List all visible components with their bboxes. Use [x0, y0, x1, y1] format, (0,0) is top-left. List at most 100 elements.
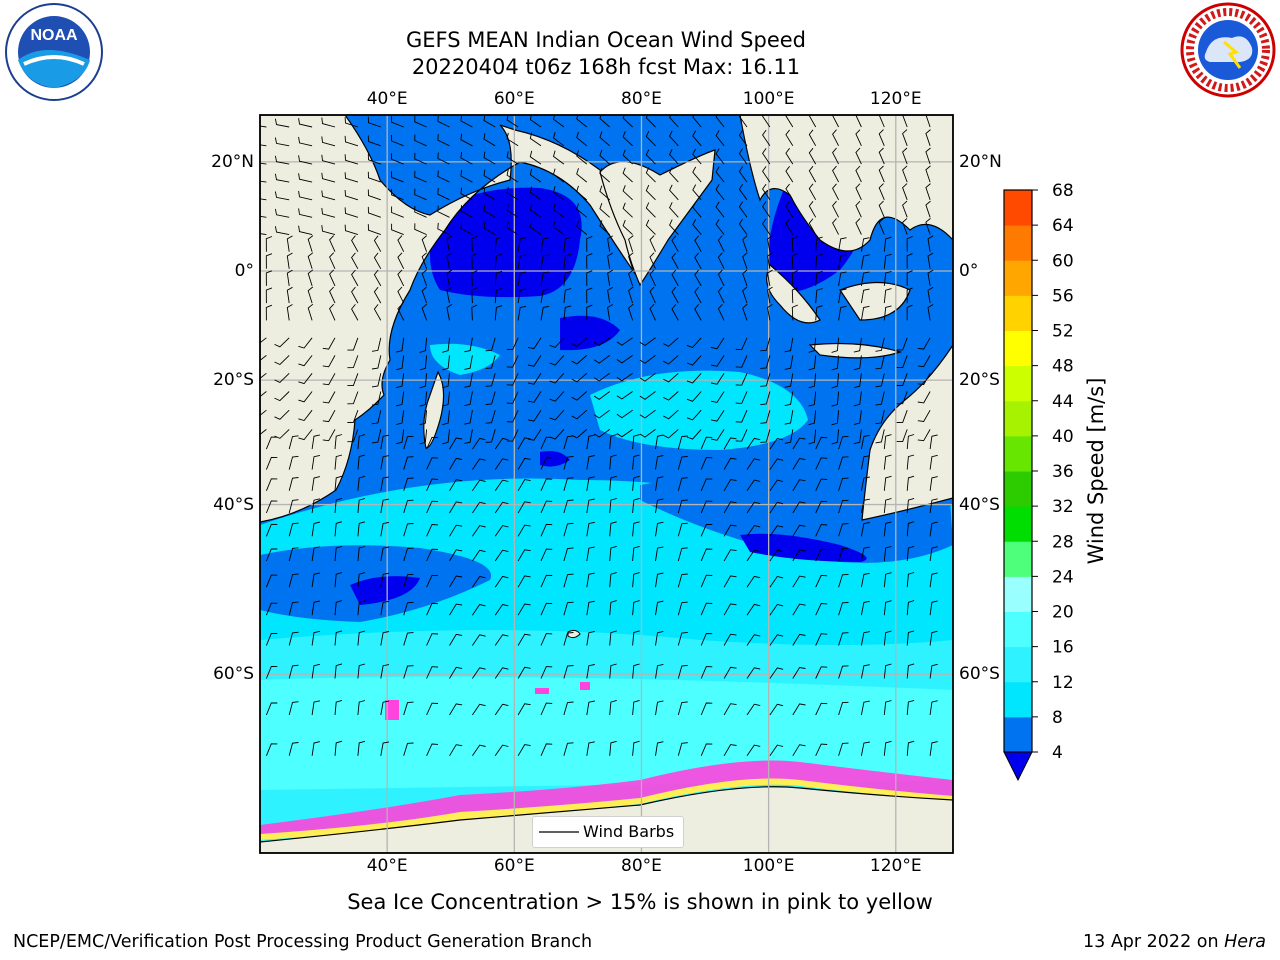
wind-barb [906, 270, 913, 286]
machine-name: Hera [1224, 932, 1266, 952]
wind-barb [329, 252, 336, 269]
wind-barb [808, 165, 817, 183]
wind-barb [260, 180, 267, 183]
wind-barb [483, 151, 496, 165]
wind-barb [808, 201, 817, 218]
wind-barb [746, 501, 761, 514]
wind-barb [838, 632, 849, 646]
wind-barb [762, 115, 771, 128]
wind-barb [540, 436, 553, 450]
wind-barb [609, 498, 617, 514]
colorbar-tick-label: 24 [1052, 567, 1074, 587]
wind-barb [645, 167, 656, 183]
wind-barb [563, 632, 574, 646]
wind-barb [442, 391, 450, 407]
wind-barb [586, 476, 595, 491]
wind-barb [694, 252, 702, 270]
colorbar-segment [1004, 260, 1032, 296]
wind-barb [655, 663, 664, 679]
wind-barb [832, 183, 839, 201]
wind-barb [760, 355, 771, 369]
wind-barb [437, 152, 450, 165]
wind-barb [694, 269, 702, 287]
wind-barb [831, 373, 840, 389]
wind-barb [593, 355, 610, 364]
wind-barb [632, 740, 640, 756]
lat-tick-right: 20°N [959, 151, 1002, 172]
wind-barb [700, 523, 713, 537]
wind-barb [663, 355, 679, 365]
wind-barb [494, 575, 509, 588]
wind-barb [815, 288, 823, 304]
wind-barb [464, 429, 473, 444]
wind-barb [357, 572, 366, 588]
wind-barb [506, 151, 519, 165]
wind-barb [586, 434, 595, 450]
wind-barb [357, 454, 366, 470]
wind-barb [694, 286, 702, 304]
wind-barb [767, 252, 773, 269]
wind-barb [769, 501, 784, 514]
wind-barb [883, 663, 892, 679]
wind-barb [609, 434, 617, 450]
wind-barb [529, 150, 542, 165]
wind-barb [540, 548, 553, 562]
wind-barb [446, 235, 453, 252]
wind-barb [357, 630, 366, 646]
colorbar-tick-label: 52 [1052, 322, 1074, 342]
wind-barb [632, 475, 640, 491]
wind-barb [322, 337, 336, 350]
wind-barb [792, 603, 806, 616]
colorbar-tick-label: 20 [1052, 603, 1074, 623]
wind-barb [632, 521, 640, 537]
wind-barb [540, 633, 553, 646]
wind-barb [649, 286, 656, 304]
wind-barb [414, 134, 427, 147]
wind-barb [517, 549, 531, 562]
wind-barb [808, 355, 817, 371]
wind-barb [715, 130, 725, 147]
wind-barb [815, 603, 828, 616]
wind-barb [694, 235, 702, 252]
wind-barb [838, 573, 849, 588]
wind-barb [437, 134, 450, 147]
wind-barb [426, 666, 439, 679]
wind-barb [391, 223, 404, 236]
wind-barb [494, 479, 509, 492]
wind-barb [563, 573, 574, 588]
wind-barb [397, 252, 405, 270]
wind-barb [628, 235, 634, 252]
wind-barb [380, 664, 390, 679]
wind-barb [896, 337, 908, 351]
wind-barb [311, 546, 320, 562]
wind-barb [929, 663, 938, 679]
wind-barb [311, 663, 321, 679]
wind-barb [397, 303, 405, 321]
wind-barb [540, 574, 553, 588]
wind-barb [517, 744, 531, 757]
wind-barb [494, 634, 509, 646]
wind-barb [334, 663, 343, 679]
wind-barb [715, 184, 725, 201]
wind-barb [831, 391, 840, 407]
wind-barb [717, 235, 725, 252]
wind-barb [838, 477, 849, 491]
wind-barb [391, 135, 404, 147]
wind-barb [609, 521, 617, 537]
wind-barb [380, 498, 390, 514]
wind-barb [711, 409, 725, 422]
wind-barb [855, 218, 862, 235]
wind-barb [815, 236, 823, 252]
wind-barb [460, 169, 473, 183]
wind-barb [396, 373, 405, 389]
wind-barb [494, 549, 509, 562]
wind-barb [692, 115, 702, 128]
wind-barb [517, 666, 531, 679]
wind-barb [686, 409, 702, 421]
wind-barb [517, 237, 527, 252]
map-frame [259, 114, 954, 854]
colorbar-segment [1004, 471, 1032, 507]
wind-barb [622, 149, 633, 165]
wind-barb [517, 479, 531, 492]
wind-barb [723, 666, 737, 679]
